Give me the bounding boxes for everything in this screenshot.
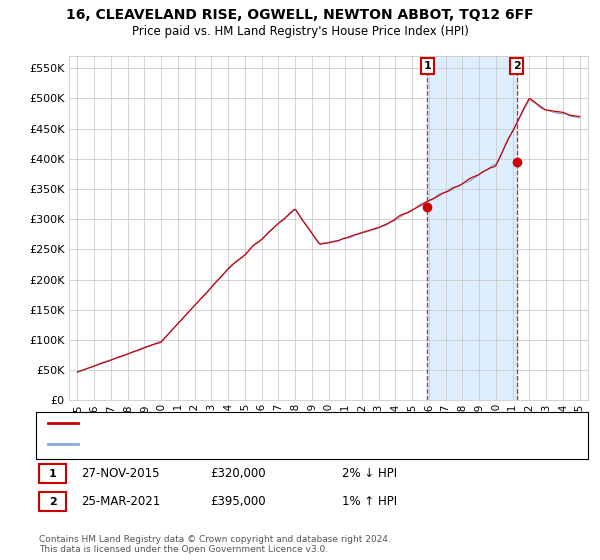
Bar	[427, 56, 517, 400]
Text: 2% ↓ HPI: 2% ↓ HPI	[342, 467, 397, 480]
Text: HPI: Average price, detached house, Teignbridge: HPI: Average price, detached house, Teig…	[84, 439, 338, 449]
Text: 25-MAR-2021: 25-MAR-2021	[81, 495, 160, 508]
Text: 1: 1	[424, 61, 431, 71]
Text: 16, CLEAVELAND RISE, OGWELL, NEWTON ABBOT, TQ12 6FF: 16, CLEAVELAND RISE, OGWELL, NEWTON ABBO…	[66, 8, 534, 22]
Text: 27-NOV-2015: 27-NOV-2015	[81, 467, 160, 480]
Text: 16, CLEAVELAND RISE, OGWELL, NEWTON ABBOT, TQ12 6FF (detached house): 16, CLEAVELAND RISE, OGWELL, NEWTON ABBO…	[84, 418, 493, 428]
Text: £320,000: £320,000	[210, 467, 266, 480]
Text: 1% ↑ HPI: 1% ↑ HPI	[342, 495, 397, 508]
Text: Price paid vs. HM Land Registry's House Price Index (HPI): Price paid vs. HM Land Registry's House …	[131, 25, 469, 38]
Text: 1: 1	[49, 469, 56, 479]
Text: £395,000: £395,000	[210, 495, 266, 508]
Text: 2: 2	[49, 497, 56, 507]
Text: 2: 2	[512, 61, 520, 71]
Text: Contains HM Land Registry data © Crown copyright and database right 2024.
This d: Contains HM Land Registry data © Crown c…	[39, 535, 391, 554]
